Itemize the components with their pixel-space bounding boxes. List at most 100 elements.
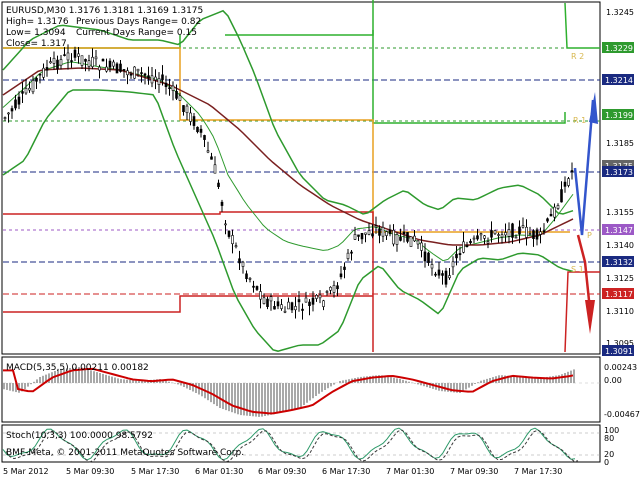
price-badge — [602, 74, 634, 85]
candle-body — [542, 230, 546, 233]
candle-body — [567, 178, 570, 186]
candle-body — [35, 77, 38, 82]
macd-panel-frame — [1, 356, 601, 423]
price-badge — [602, 109, 634, 120]
candle-body — [122, 69, 126, 71]
candle-body — [444, 270, 448, 285]
pivot-p-line — [3, 47, 570, 233]
candle-body — [570, 170, 574, 173]
candle-body — [357, 234, 360, 237]
symbol-line: EURUSD,M30 1.3176 1.3181 1.3169 1.3175 — [6, 6, 203, 16]
candle-body — [385, 231, 388, 236]
candle-body — [136, 68, 140, 72]
candle-body — [497, 234, 500, 236]
price-axis: 1.3245 1.3185 1.3155 1.3140 1.3125 1.311… — [606, 8, 634, 348]
pivot-r1-line — [372, 30, 566, 124]
price-badge — [602, 160, 634, 171]
candle-body — [423, 251, 427, 262]
candle-body — [196, 126, 199, 133]
candle-body — [290, 302, 294, 311]
time-tick: 6 Mar 17:30 — [322, 467, 370, 476]
candle-body — [525, 226, 528, 238]
candle-body — [203, 135, 206, 140]
candle-body — [171, 85, 175, 91]
candle-body — [392, 230, 395, 245]
price-badge — [602, 42, 634, 53]
candle-body — [199, 128, 203, 133]
bollinger-lower — [2, 89, 574, 352]
time-tick: 7 Mar 09:30 — [450, 467, 498, 476]
price-tick: 1.3155 — [606, 208, 634, 217]
price-tick: 1.3185 — [606, 139, 634, 148]
candle-body — [472, 237, 476, 240]
candle-body — [549, 213, 553, 217]
candle-body — [458, 253, 462, 255]
pivot-r2-line — [564, 2, 600, 49]
candle-body — [234, 245, 238, 248]
candle-body — [241, 261, 245, 267]
candle-body — [406, 232, 409, 242]
candle-body — [147, 75, 150, 79]
candle-body — [483, 235, 486, 239]
candle-body — [52, 57, 56, 64]
candle-body — [115, 63, 119, 74]
candle-body — [504, 232, 507, 236]
macd-plot — [3, 367, 600, 417]
candle-body — [518, 226, 521, 235]
candle-body — [367, 230, 371, 235]
candle-body — [140, 72, 143, 74]
candle-body — [185, 105, 189, 114]
candle-body — [59, 59, 63, 66]
candle-body — [308, 301, 311, 307]
price-badge — [602, 224, 634, 235]
price-badge-label: 1.3173 — [605, 168, 633, 177]
candle-body — [343, 266, 346, 270]
price-panel-frame — [1, 1, 601, 355]
candle-body — [413, 235, 416, 242]
candle-body — [91, 56, 94, 67]
candle-body — [514, 236, 518, 239]
candle-body — [213, 164, 217, 174]
candle-body — [311, 297, 315, 305]
arrow-down-icon — [585, 300, 595, 334]
forecast-down-line — [576, 234, 592, 311]
candle-body — [535, 229, 539, 240]
moving-average — [2, 67, 574, 246]
candle-body — [416, 240, 420, 245]
candle-body — [178, 95, 182, 101]
candle-body — [374, 225, 378, 228]
price-badge-label: 1.3132 — [605, 258, 633, 267]
candle-body — [31, 80, 35, 93]
price-tick: 1.3140 — [606, 241, 634, 250]
candle-body — [469, 240, 472, 244]
candle-body — [143, 73, 147, 76]
low-value: Low= 1.3094 — [6, 28, 66, 38]
forecast-arrows — [573, 92, 598, 334]
price-plot — [3, 47, 600, 295]
candle-body — [486, 241, 490, 244]
candle-body — [259, 291, 262, 300]
candle-body — [168, 87, 171, 89]
candle-body — [528, 233, 532, 235]
candle-body — [336, 285, 339, 290]
candle-body — [262, 297, 266, 304]
time-axis: 5 Mar 2012 5 Mar 09:30 5 Mar 17:30 6 Mar… — [3, 467, 562, 476]
price-badge-label: 1.3214 — [605, 76, 633, 85]
candle-body — [402, 231, 406, 235]
candle-body — [269, 296, 273, 302]
pivot-s1-line — [564, 271, 600, 353]
candle-body — [56, 59, 59, 70]
macd-tick: -0.00467 — [604, 410, 640, 419]
candle-body — [420, 242, 423, 251]
candle-body — [490, 230, 493, 238]
candle-body — [329, 286, 332, 291]
price-badge — [602, 345, 634, 356]
forecast-up-line — [573, 99, 595, 236]
candle-body — [532, 230, 535, 239]
stoch-tick: 0 — [604, 458, 609, 467]
candle-body — [294, 306, 297, 311]
price-badge-label: 1.3147 — [605, 226, 633, 235]
candle-body — [430, 264, 434, 269]
